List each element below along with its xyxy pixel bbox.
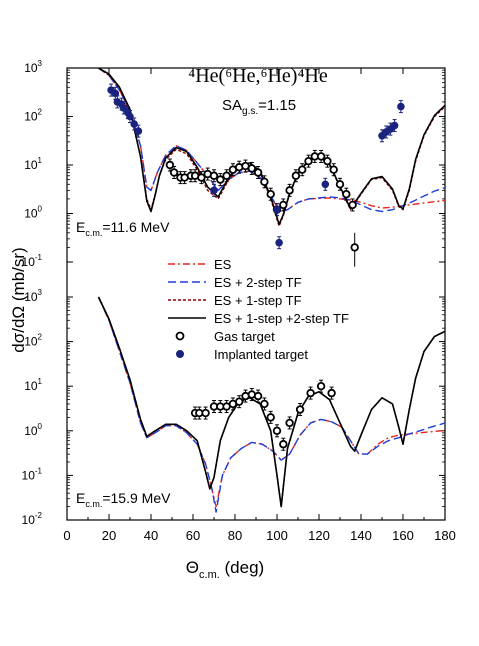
model-curves xyxy=(97,68,445,513)
gas-target-point xyxy=(316,382,326,391)
gas-target-point xyxy=(260,399,269,409)
implanted-target-point xyxy=(397,102,405,111)
gas-target-point xyxy=(216,175,225,184)
upper-energy-label: Ec.m.=11.6 MeV xyxy=(76,219,170,238)
gas-target-point xyxy=(260,177,269,187)
gas-target-point xyxy=(327,388,336,398)
y-tick-label: 101 xyxy=(24,377,42,393)
gas-target-point xyxy=(209,171,219,180)
legend-label: ES + 1-step +2-step TF xyxy=(214,311,349,326)
gas-target-point xyxy=(222,171,231,180)
y-tick-label: 103 xyxy=(24,59,42,75)
legend-label: Gas target xyxy=(214,329,275,344)
gas-target-point xyxy=(201,408,210,418)
gas-target-point xyxy=(285,418,294,428)
x-tick-label: 0 xyxy=(63,528,70,543)
gas-target-point xyxy=(234,397,244,406)
y-tick-label: 10-1 xyxy=(22,466,43,482)
legend: ES ES + 2-step TF ES + 1-step TF ES + 1-ste… xyxy=(168,257,349,362)
implanted-target-point xyxy=(273,205,281,214)
x-tick-label: 140 xyxy=(350,528,372,543)
gas-target-point xyxy=(165,160,175,170)
gas-target-point xyxy=(197,173,206,182)
x-tick-label: 100 xyxy=(266,528,288,543)
gas-target-point xyxy=(253,391,263,401)
x-tick-label: 40 xyxy=(144,528,158,543)
gas-target-point xyxy=(266,189,275,199)
x-axis-label: Θc.m. (deg) xyxy=(186,558,264,581)
series-es-2-step-tf xyxy=(97,296,445,513)
gas-target-point xyxy=(329,165,338,174)
lower-energy-label: Ec.m.=15.9 MeV xyxy=(76,490,171,509)
x-tick-label: 60 xyxy=(186,528,200,543)
gas-target-point xyxy=(272,426,282,435)
gas-target-point xyxy=(323,156,332,166)
legend-label: Implanted target xyxy=(214,347,308,362)
implanted-target-point xyxy=(134,127,143,135)
series-es-1-step-2-step-tf xyxy=(97,296,445,508)
y-tick-label: 100 xyxy=(24,422,42,438)
gas-target-point xyxy=(350,243,359,252)
legend-label: ES xyxy=(214,257,232,272)
gas-target-point xyxy=(316,152,326,161)
implanted-target-point xyxy=(210,186,218,195)
sa-annotation: SAg.s.=1.15 xyxy=(222,97,296,117)
gas-target-point xyxy=(291,171,301,180)
gas-target-point xyxy=(266,413,275,422)
implanted-target-point xyxy=(111,89,120,98)
y-axis-label: dσ/dΩ (mb/sr) xyxy=(9,247,28,352)
implanted-target-point xyxy=(130,120,138,128)
y-tick-label: 100 xyxy=(24,205,42,221)
gas-target-point xyxy=(285,186,294,195)
legend-marker xyxy=(176,350,184,358)
implanted-target-point xyxy=(275,238,283,247)
gas-target-point xyxy=(295,405,305,414)
y-tick-label: 101 xyxy=(24,156,42,172)
implanted-target-point xyxy=(126,112,134,121)
x-tick-label: 80 xyxy=(228,528,242,543)
gas-target-point xyxy=(298,165,307,174)
gas-target-point xyxy=(279,440,288,449)
gas-target-point xyxy=(279,200,288,210)
gas-target-point xyxy=(348,200,357,210)
y-tick-label: 10-2 xyxy=(22,511,43,527)
implanted-target-point xyxy=(321,180,330,189)
x-tick-label: 180 xyxy=(434,528,456,543)
gas-target-point xyxy=(342,189,351,199)
gas-target-point xyxy=(306,388,315,398)
gas-target-point xyxy=(335,180,345,189)
series-es-1-step-2-step-tf xyxy=(98,68,445,226)
chart-title: ⁴He(⁶He,⁶He)⁴He xyxy=(188,65,328,87)
x-tick-label: 160 xyxy=(392,528,414,543)
gas-target-point xyxy=(304,156,313,166)
x-tick-label: 20 xyxy=(102,528,116,543)
implanted-target-point xyxy=(390,121,399,130)
y-tick-label: 102 xyxy=(24,108,42,124)
gas-target-point xyxy=(169,168,179,177)
legend-label: ES + 2-step TF xyxy=(214,275,302,290)
legend-label: ES + 1-step TF xyxy=(214,293,302,308)
data-points xyxy=(107,83,405,451)
legend-marker xyxy=(175,331,185,341)
implanted-target-point xyxy=(119,104,128,112)
axis-ticks: 0 20 40 60 80 100 120 140 160 180 10-1 100 101 102 103… xyxy=(22,59,456,543)
gas-target-point xyxy=(247,164,256,173)
gas-target-point xyxy=(253,168,263,177)
x-tick-label: 120 xyxy=(308,528,330,543)
